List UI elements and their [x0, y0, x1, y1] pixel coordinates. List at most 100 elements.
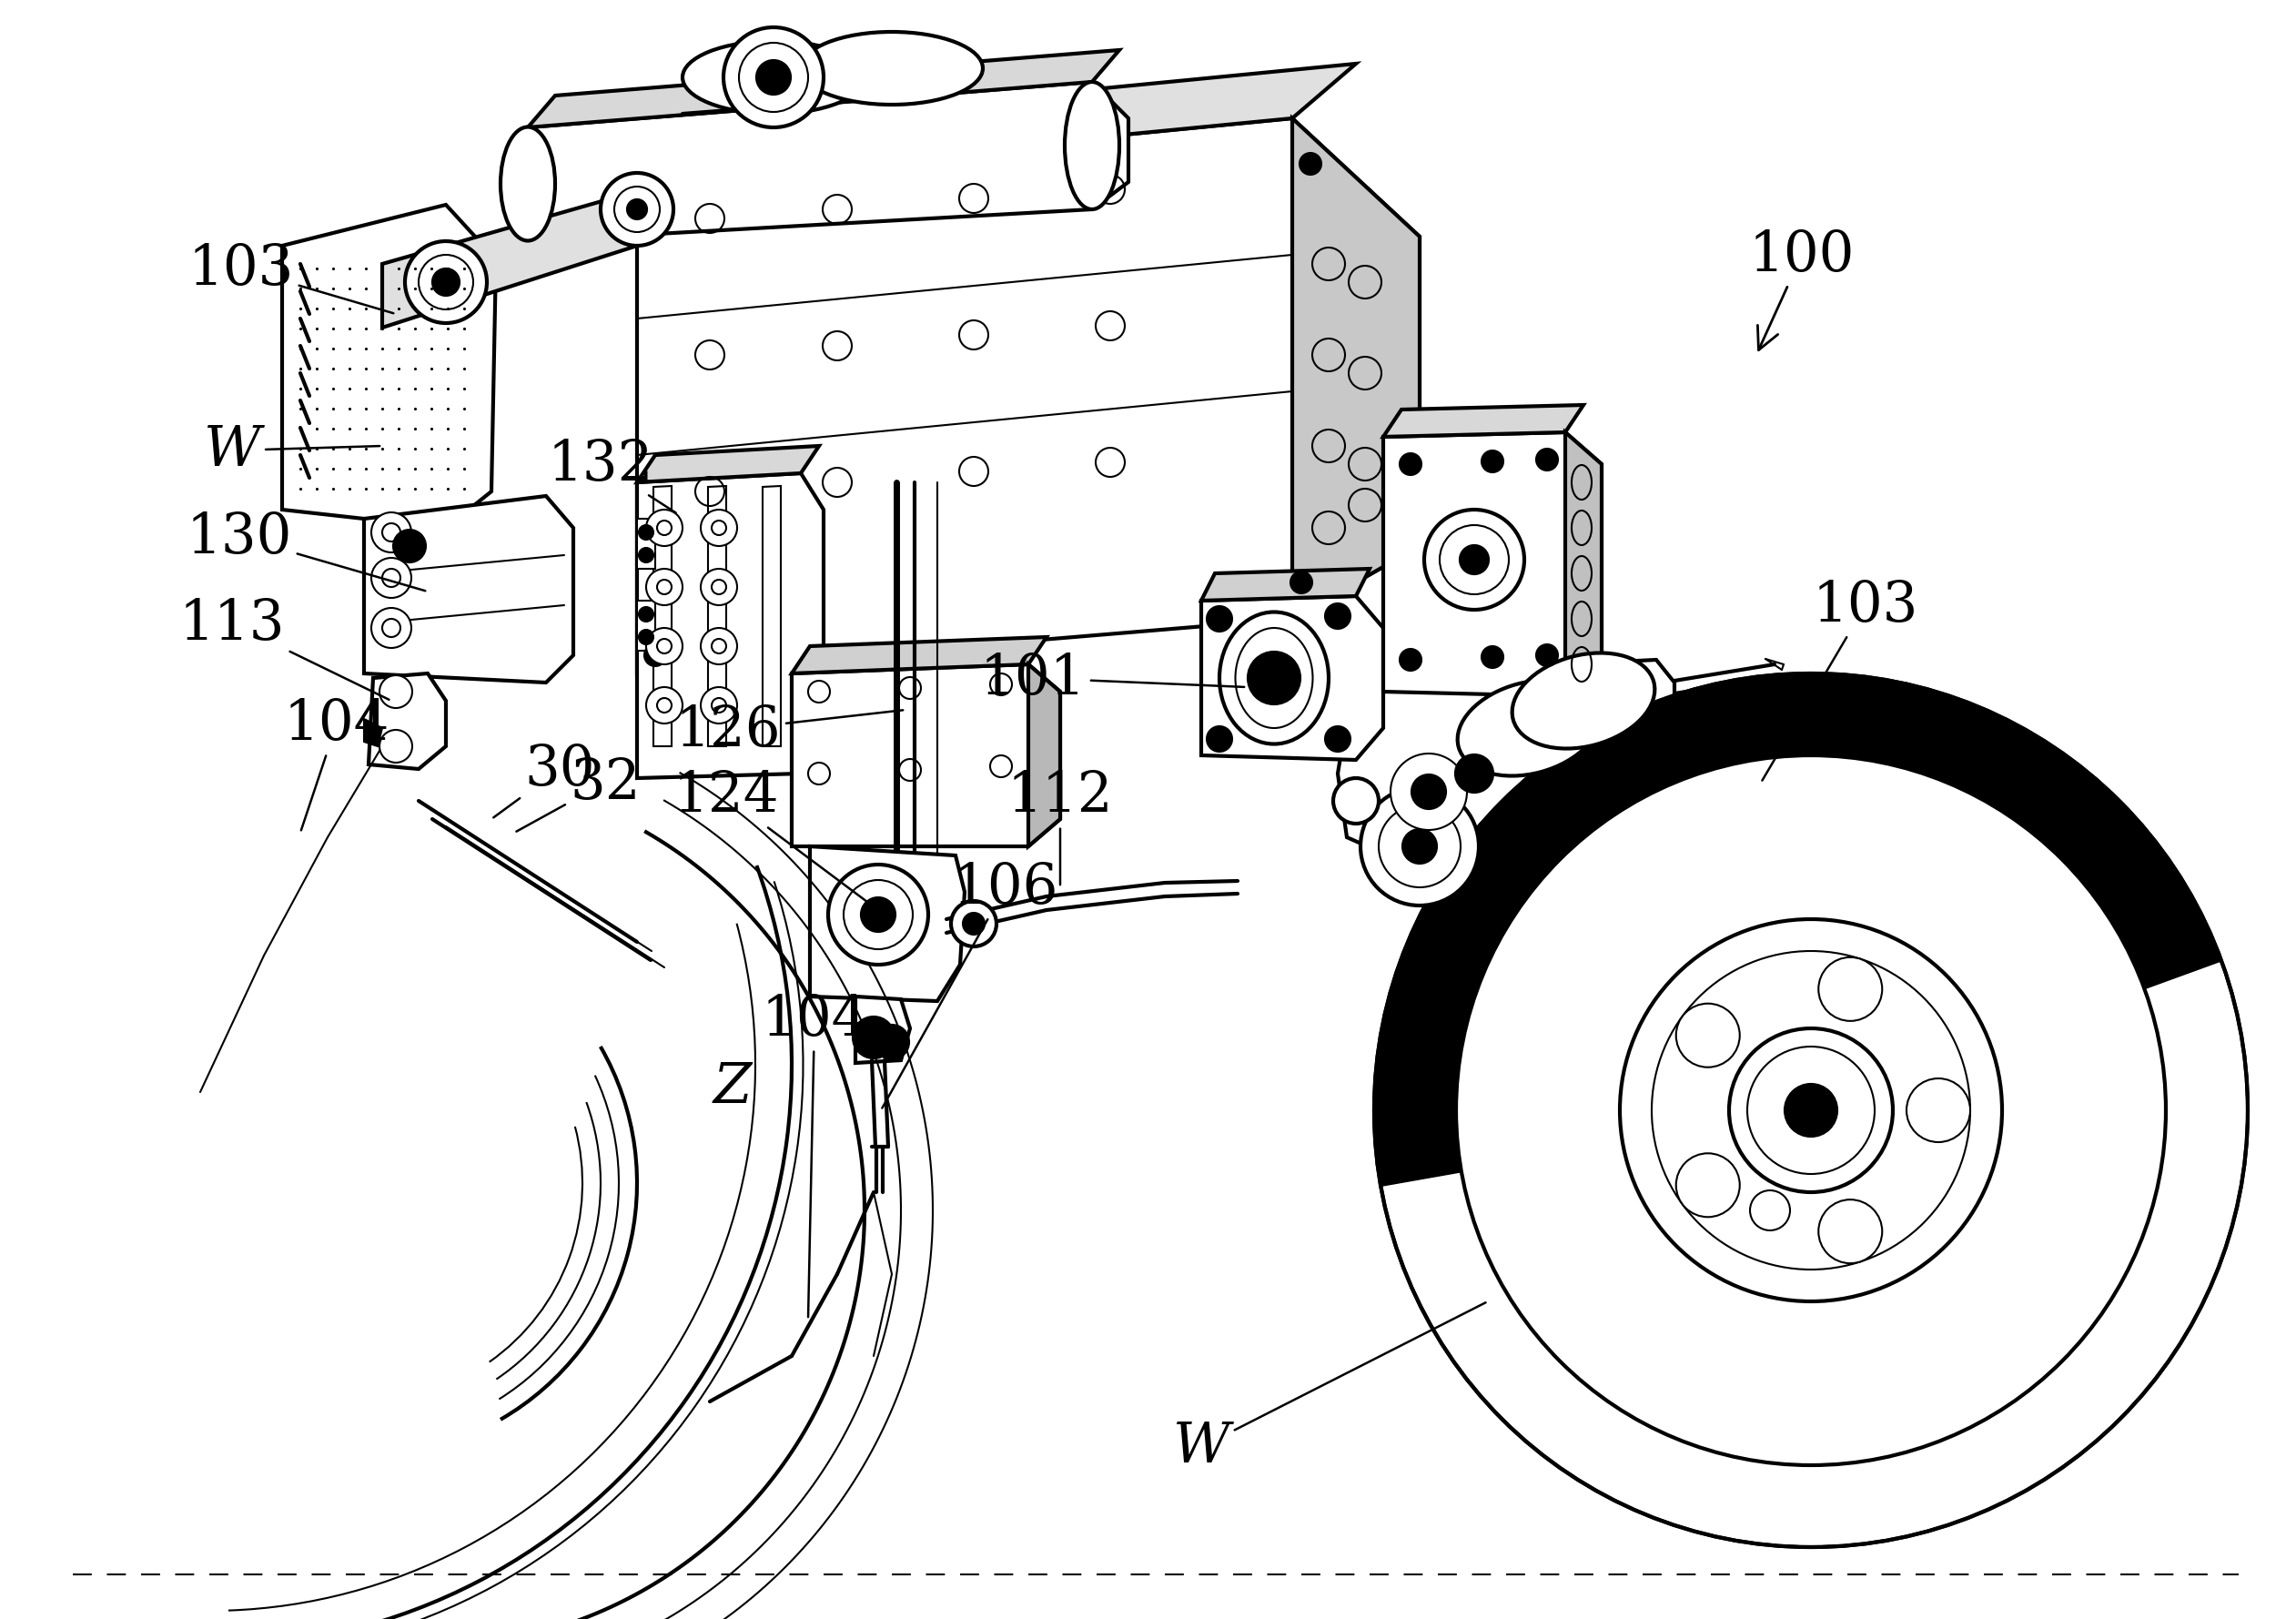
Polygon shape	[1382, 432, 1603, 696]
Circle shape	[404, 241, 487, 324]
Circle shape	[1334, 779, 1378, 824]
Ellipse shape	[501, 126, 556, 241]
Circle shape	[645, 180, 666, 202]
Circle shape	[393, 529, 425, 562]
Circle shape	[645, 510, 682, 546]
Circle shape	[645, 628, 682, 664]
Circle shape	[379, 730, 413, 763]
Polygon shape	[1029, 664, 1061, 847]
Circle shape	[1818, 957, 1883, 1022]
Circle shape	[1729, 1028, 1892, 1192]
Polygon shape	[528, 83, 1127, 241]
Text: 132: 132	[549, 437, 675, 513]
Polygon shape	[810, 847, 964, 1001]
Circle shape	[638, 547, 654, 562]
Circle shape	[700, 686, 737, 724]
Polygon shape	[792, 664, 1061, 847]
Circle shape	[1456, 756, 1492, 792]
Text: 124: 124	[673, 769, 877, 908]
Circle shape	[854, 1017, 893, 1057]
Text: 100: 100	[1750, 228, 1855, 350]
Polygon shape	[365, 719, 381, 746]
Circle shape	[645, 686, 682, 724]
Circle shape	[951, 900, 996, 947]
Ellipse shape	[1513, 652, 1655, 748]
Circle shape	[1621, 920, 2002, 1302]
Circle shape	[861, 899, 895, 931]
Circle shape	[1325, 604, 1350, 628]
Circle shape	[627, 201, 645, 219]
Polygon shape	[762, 486, 781, 746]
Circle shape	[638, 607, 654, 622]
Circle shape	[1424, 510, 1525, 610]
Circle shape	[1412, 776, 1444, 808]
Ellipse shape	[1458, 680, 1600, 776]
Circle shape	[723, 28, 824, 128]
Text: 112: 112	[1008, 769, 1114, 884]
Circle shape	[1403, 831, 1435, 863]
Circle shape	[372, 607, 411, 648]
Polygon shape	[528, 50, 1120, 128]
Circle shape	[372, 512, 411, 552]
Polygon shape	[636, 601, 654, 651]
Text: 104: 104	[285, 696, 390, 831]
Ellipse shape	[1065, 83, 1120, 209]
Polygon shape	[1293, 118, 1419, 618]
Circle shape	[1481, 450, 1504, 473]
Circle shape	[379, 675, 413, 708]
Polygon shape	[636, 518, 654, 568]
Text: 113: 113	[179, 596, 388, 699]
Circle shape	[1676, 1153, 1740, 1217]
Text: 103: 103	[188, 241, 393, 312]
Circle shape	[1208, 727, 1233, 751]
Polygon shape	[792, 636, 1047, 674]
Text: 103: 103	[1763, 578, 1919, 780]
Circle shape	[962, 913, 985, 934]
Circle shape	[829, 865, 928, 965]
Polygon shape	[1201, 568, 1371, 601]
Circle shape	[1786, 1085, 1837, 1137]
Circle shape	[1290, 572, 1313, 593]
Circle shape	[1391, 753, 1467, 831]
Circle shape	[1676, 1004, 1740, 1067]
Text: 32: 32	[517, 756, 641, 832]
Circle shape	[700, 628, 737, 664]
Text: 130: 130	[186, 510, 425, 591]
Circle shape	[1362, 787, 1479, 905]
Text: W: W	[1173, 1303, 1486, 1475]
Text: Z: Z	[714, 1060, 751, 1115]
Circle shape	[758, 62, 790, 94]
Circle shape	[434, 269, 459, 295]
Circle shape	[1818, 1200, 1883, 1263]
Polygon shape	[636, 445, 820, 482]
Polygon shape	[707, 486, 726, 746]
Polygon shape	[1566, 432, 1603, 696]
Ellipse shape	[1219, 612, 1329, 745]
Polygon shape	[636, 118, 1419, 674]
Circle shape	[1481, 646, 1504, 669]
Circle shape	[1300, 152, 1322, 175]
Circle shape	[1536, 448, 1559, 471]
Circle shape	[700, 568, 737, 606]
Text: 104: 104	[762, 992, 868, 1318]
Ellipse shape	[682, 40, 866, 113]
Polygon shape	[370, 674, 445, 769]
Ellipse shape	[801, 32, 983, 105]
Circle shape	[1460, 546, 1488, 573]
Circle shape	[1456, 756, 2165, 1465]
Polygon shape	[282, 204, 496, 528]
Text: 106: 106	[882, 860, 1058, 1107]
Wedge shape	[1373, 674, 2223, 1187]
Circle shape	[1536, 644, 1559, 665]
Polygon shape	[856, 997, 909, 1064]
Text: 30: 30	[494, 742, 595, 818]
Text: 126: 126	[675, 703, 902, 758]
Polygon shape	[1382, 405, 1584, 437]
Circle shape	[1906, 1078, 1970, 1141]
Polygon shape	[636, 473, 824, 779]
Circle shape	[602, 173, 673, 246]
Text: W: W	[204, 423, 379, 478]
Circle shape	[1325, 727, 1350, 751]
Circle shape	[1401, 453, 1421, 474]
Polygon shape	[654, 486, 673, 746]
